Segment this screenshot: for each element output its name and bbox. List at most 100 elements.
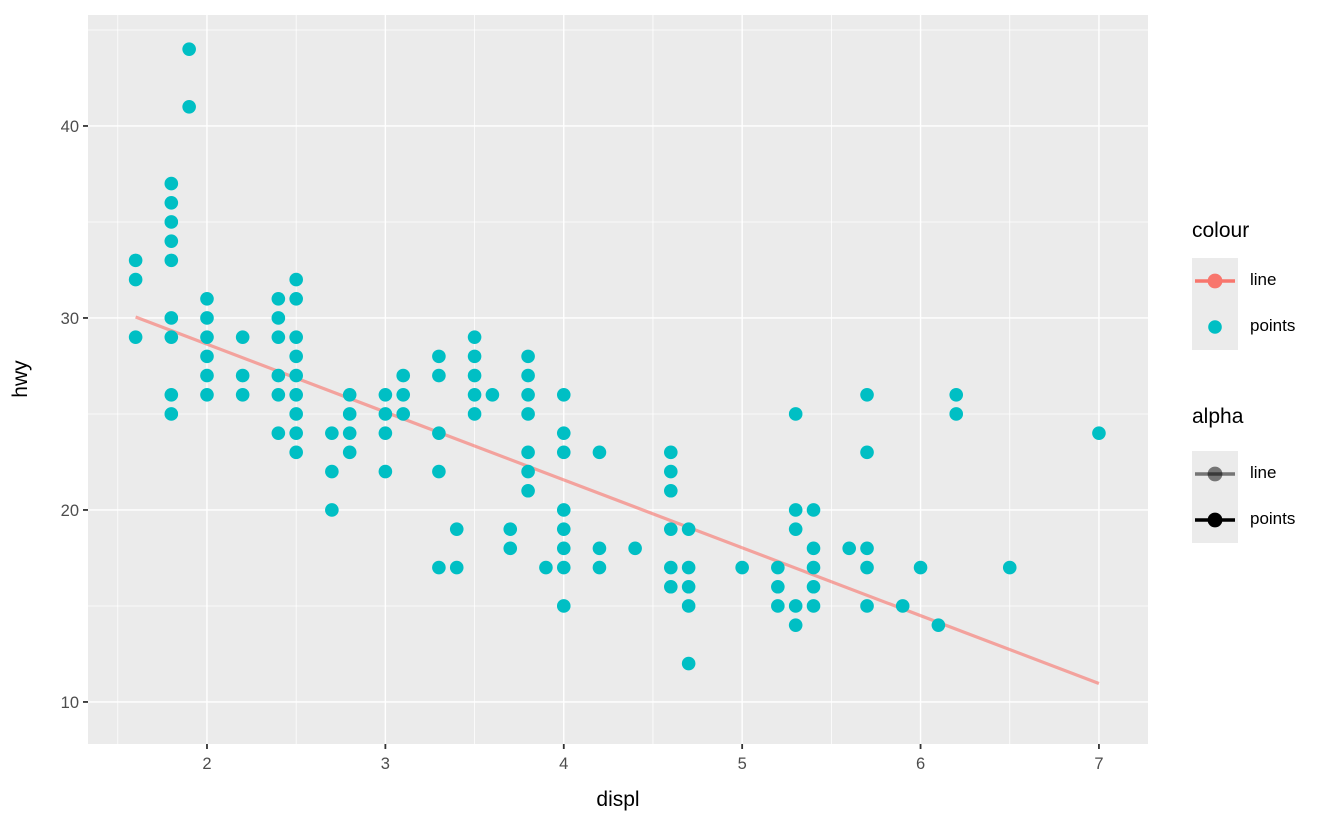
- data-point: [556, 387, 571, 402]
- data-point: [664, 522, 678, 536]
- data-point: [289, 426, 303, 440]
- legend-point-glyph: [1207, 466, 1223, 482]
- legend-point-glyph: [1207, 273, 1223, 289]
- data-point: [592, 560, 607, 575]
- data-point: [289, 387, 303, 402]
- y-tick-label: 20: [61, 502, 79, 520]
- y-tick-label: 40: [61, 118, 79, 136]
- data-point: [503, 541, 518, 556]
- y-axis-title: hwy: [9, 360, 32, 398]
- data-point: [289, 407, 303, 421]
- data-point: [556, 503, 571, 517]
- data-point: [592, 445, 607, 460]
- data-point: [1002, 560, 1017, 575]
- legend-key-line-point-icon: [1192, 497, 1238, 543]
- legend-label: line: [1250, 270, 1277, 290]
- data-point: [432, 464, 446, 479]
- y-tick-label: 30: [61, 310, 79, 328]
- x-tick-label: 6: [916, 755, 925, 773]
- data-point: [664, 560, 678, 575]
- data-point: [949, 387, 964, 402]
- data-point: [664, 445, 678, 460]
- data-point: [289, 368, 303, 383]
- data-point: [467, 330, 482, 344]
- data-point: [289, 330, 303, 344]
- data-point: [289, 272, 303, 287]
- data-point: [342, 387, 357, 402]
- data-point: [521, 407, 535, 421]
- data-point: [235, 330, 250, 344]
- data-point: [128, 330, 143, 344]
- data-point: [521, 445, 535, 460]
- data-point: [271, 387, 286, 402]
- x-tick-label: 7: [1094, 755, 1103, 773]
- data-point: [200, 291, 214, 306]
- data-point: [396, 368, 411, 383]
- x-tick-label: 5: [738, 755, 747, 773]
- data-point: [913, 560, 928, 575]
- data-point: [806, 541, 821, 556]
- data-point: [1092, 426, 1106, 440]
- legend-glyph-point-icon: [1208, 320, 1222, 334]
- data-point: [788, 503, 803, 517]
- data-point: [664, 464, 678, 479]
- data-point: [289, 291, 303, 306]
- data-point: [164, 176, 179, 191]
- data-point: [449, 560, 464, 575]
- data-point: [200, 311, 214, 325]
- data-point: [949, 407, 964, 421]
- x-tick-label: 4: [559, 755, 568, 773]
- data-point: [521, 349, 535, 364]
- data-point: [342, 407, 357, 421]
- data-point: [432, 560, 446, 575]
- legend-glyph-line-point-icon: [1195, 273, 1235, 289]
- data-point: [164, 215, 179, 229]
- y-tick-label: 10: [61, 694, 79, 712]
- data-point: [164, 311, 179, 325]
- legend-point-glyph: [1208, 320, 1222, 334]
- data-point: [467, 349, 482, 364]
- legend-key-line-point-icon: [1192, 451, 1238, 497]
- data-point: [788, 618, 803, 632]
- data-point: [681, 599, 696, 613]
- data-point: [788, 407, 803, 421]
- data-point: [628, 541, 642, 556]
- data-point: [164, 407, 179, 421]
- legend-glyph-line-point-icon: [1195, 466, 1235, 482]
- data-point: [325, 464, 339, 479]
- data-point: [200, 349, 214, 364]
- data-point: [592, 541, 607, 556]
- data-point: [556, 541, 571, 556]
- data-point: [664, 483, 678, 498]
- data-point: [342, 445, 357, 460]
- data-point: [860, 541, 874, 556]
- data-point: [378, 387, 393, 402]
- data-point: [556, 599, 571, 613]
- data-point: [432, 349, 446, 364]
- data-point: [432, 368, 446, 383]
- data-point: [289, 445, 303, 460]
- data-point: [503, 522, 518, 536]
- data-point: [378, 426, 393, 440]
- data-point: [200, 368, 214, 383]
- legend-glyph-line-point-icon: [1195, 512, 1235, 528]
- data-point: [485, 387, 500, 402]
- data-point: [271, 311, 286, 325]
- data-point: [681, 579, 696, 594]
- data-point: [164, 253, 179, 268]
- legend-point-glyph: [1207, 512, 1223, 528]
- data-point: [325, 426, 339, 440]
- data-point: [235, 368, 250, 383]
- data-point: [556, 445, 571, 460]
- data-point: [806, 503, 821, 517]
- data-point: [396, 387, 411, 402]
- legend-colour-title: colour: [1192, 219, 1250, 242]
- data-point: [271, 426, 286, 440]
- legend-key-line-point-icon: [1192, 258, 1238, 304]
- x-tick-label: 3: [381, 755, 390, 773]
- data-point: [860, 599, 874, 613]
- data-point: [467, 387, 482, 402]
- data-point: [771, 599, 785, 613]
- data-point: [556, 522, 571, 536]
- data-point: [235, 387, 250, 402]
